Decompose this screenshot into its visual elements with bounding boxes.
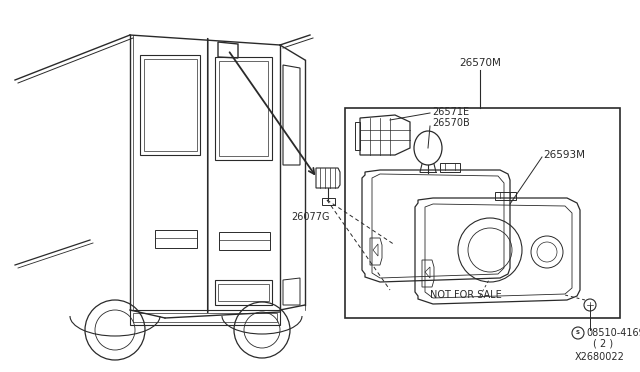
Text: X2680022: X2680022: [575, 352, 625, 362]
Text: S: S: [576, 330, 580, 336]
Text: 26077G: 26077G: [291, 212, 329, 222]
Text: 26570B: 26570B: [432, 118, 470, 128]
Text: 26571E: 26571E: [432, 107, 469, 117]
Text: ( 2 ): ( 2 ): [593, 338, 613, 348]
Text: NOT FOR SALE: NOT FOR SALE: [430, 290, 502, 300]
Text: 08510-41690: 08510-41690: [586, 328, 640, 338]
Text: 26570M: 26570M: [459, 58, 501, 68]
Text: 26593M: 26593M: [543, 150, 585, 160]
